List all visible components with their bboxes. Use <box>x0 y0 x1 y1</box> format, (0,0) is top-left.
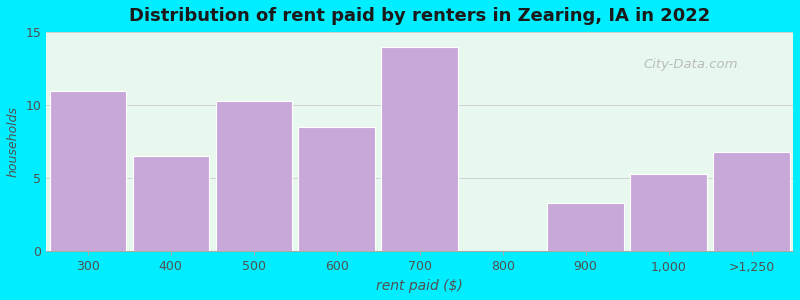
X-axis label: rent paid ($): rent paid ($) <box>376 279 463 293</box>
Bar <box>133 156 209 251</box>
Bar <box>215 101 292 251</box>
Bar <box>382 47 458 251</box>
Bar <box>714 152 790 251</box>
Bar <box>298 127 375 251</box>
Title: Distribution of rent paid by renters in Zearing, IA in 2022: Distribution of rent paid by renters in … <box>129 7 710 25</box>
Bar <box>50 91 126 251</box>
Bar <box>630 174 706 251</box>
Y-axis label: households: households <box>7 106 20 177</box>
Text: City-Data.com: City-Data.com <box>644 58 738 71</box>
Bar <box>547 203 624 251</box>
